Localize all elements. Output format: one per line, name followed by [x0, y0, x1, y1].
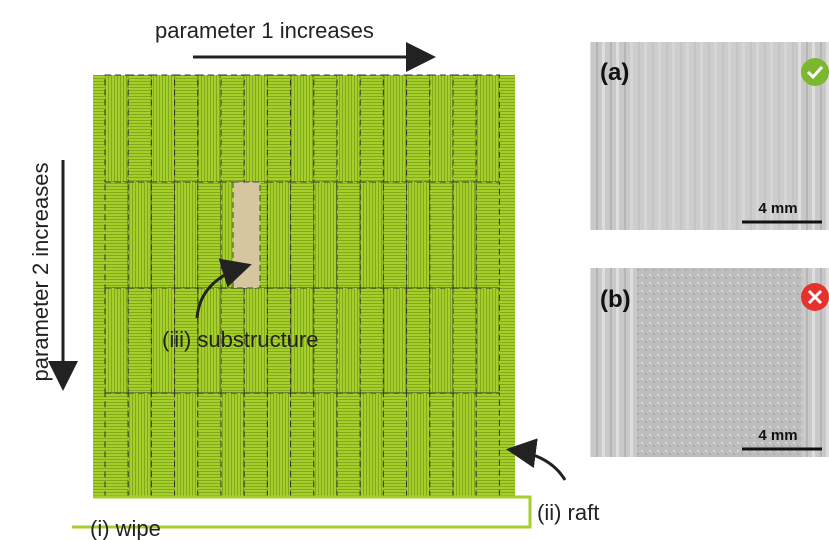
grid-tile: [266, 74, 292, 183]
grid-tile: [104, 287, 129, 394]
grid-tile: [243, 74, 268, 183]
grid-tile: [150, 392, 176, 498]
grid-tile: [429, 287, 454, 394]
wipe-label: (i) wipe: [90, 516, 161, 540]
scale-label: 4 mm: [758, 200, 797, 217]
grid-tile: [266, 181, 292, 289]
grid-tile: [359, 287, 384, 394]
photo-label: (b): [600, 286, 631, 313]
grid-tile: [382, 181, 408, 289]
param1-label: parameter 1 increases: [155, 18, 374, 43]
grid-tile: [197, 181, 222, 289]
scale-label: 4 mm: [758, 427, 797, 444]
grid-tile: [336, 287, 361, 394]
substructure-label: (iii) substructure: [162, 327, 318, 352]
grid-tile: [174, 392, 199, 498]
grid-tile: [150, 181, 176, 289]
print-grid: [93, 74, 515, 498]
grid-tile: [475, 287, 500, 394]
grid-tile: [336, 181, 361, 289]
grid-tile: [220, 392, 245, 498]
grid-tile: [127, 392, 152, 498]
grid-tile: [382, 287, 408, 394]
substructure-arrow: [195, 258, 252, 319]
grid-tile: [197, 74, 222, 183]
grid-tile: [452, 181, 477, 289]
grid-tile: [266, 392, 292, 498]
substructure-tile: [232, 181, 261, 289]
grid-tile: [104, 392, 129, 498]
grid-tile: [359, 392, 384, 498]
grid-tile: [406, 181, 431, 289]
grid-tile: [127, 181, 152, 289]
grid-tile: [197, 392, 222, 498]
grid-tile: [382, 392, 408, 498]
grid-tile: [174, 74, 199, 183]
grid-tile: [359, 74, 384, 183]
grid-tile: [406, 287, 431, 394]
raft-wipe-outline: [72, 495, 532, 529]
grid-tile: [429, 392, 454, 498]
grid-tile: [150, 74, 176, 183]
grid-tile: [429, 74, 454, 183]
grid-tile: [452, 392, 477, 498]
grid-tile: [406, 74, 431, 183]
photo-a: (a) 4 mm: [590, 42, 829, 230]
grid-tile: [104, 181, 129, 289]
grid-tile: [243, 392, 268, 498]
raft-label: (ii) raft: [537, 500, 599, 525]
grid-tile: [336, 74, 361, 183]
photo-b: (b) 4 mm: [590, 268, 829, 457]
grid-tile: [313, 181, 338, 289]
grid-tile: [220, 74, 245, 183]
grid-tile: [336, 392, 361, 498]
grid-tile: [127, 287, 152, 394]
ok-icon: [801, 58, 829, 86]
grid-tile: [429, 181, 454, 289]
grid-tile: [104, 74, 129, 183]
grid-tile: [290, 392, 315, 498]
grid-tile: [290, 74, 315, 183]
grid-tile: [313, 392, 338, 498]
grid-tile: [313, 74, 338, 183]
grid-tile: [382, 74, 408, 183]
grid-tile: [475, 74, 500, 183]
grid-tile: [475, 181, 500, 289]
photo-label: (a): [600, 59, 629, 86]
grid-tile: [406, 392, 431, 498]
grid-tile: [452, 287, 477, 394]
param2-label: parameter 2 increases: [28, 163, 53, 382]
grid-tile: [359, 181, 384, 289]
grid-tile: [290, 181, 315, 289]
grid-tile: [127, 74, 152, 183]
grid-tile: [475, 392, 500, 498]
raft-arrow: [506, 438, 567, 481]
grid-tile: [452, 74, 477, 183]
grid-tile: [174, 181, 199, 289]
